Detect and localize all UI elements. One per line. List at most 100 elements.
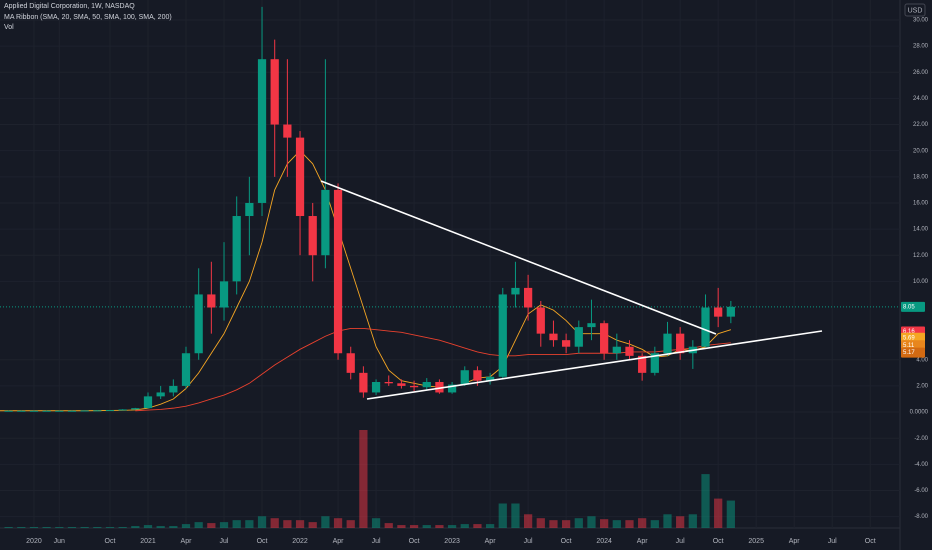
candle-body bbox=[726, 306, 735, 317]
x-tick-label: 2023 bbox=[444, 538, 460, 545]
volume-bar bbox=[587, 516, 596, 528]
candle-body bbox=[574, 327, 583, 347]
grid bbox=[0, 306, 900, 308]
trend-line[interactable] bbox=[320, 180, 717, 335]
price-tag-label: 5.11 bbox=[903, 343, 915, 349]
candle-body bbox=[562, 340, 571, 347]
candle-body bbox=[207, 294, 216, 308]
volume-bar bbox=[181, 524, 191, 528]
volume-bar bbox=[422, 525, 431, 528]
y-tick-label: 22.00 bbox=[913, 122, 929, 128]
volume-bar bbox=[29, 527, 39, 528]
x-tick-label: 2024 bbox=[596, 538, 612, 545]
currency-box[interactable] bbox=[904, 3, 926, 17]
volume-bar bbox=[638, 518, 647, 528]
volume-bar bbox=[562, 520, 571, 528]
candle-body bbox=[397, 383, 406, 386]
price-axis bbox=[900, 0, 932, 550]
volume-bar bbox=[194, 522, 203, 528]
trend-line[interactable] bbox=[366, 330, 823, 400]
volume-bar bbox=[663, 514, 672, 528]
candle-body bbox=[536, 307, 545, 334]
candle-body bbox=[257, 59, 267, 203]
candle-body bbox=[118, 409, 127, 411]
candle-body bbox=[270, 59, 279, 125]
candle-body bbox=[80, 410, 89, 412]
volume-bar bbox=[219, 522, 229, 528]
volume-bar bbox=[523, 514, 533, 528]
x-tick-label: Jul bbox=[676, 538, 685, 545]
candle-body bbox=[676, 333, 685, 354]
x-tick-label: Jul bbox=[524, 538, 533, 545]
candle-body bbox=[93, 410, 102, 412]
y-tick-label: 28.00 bbox=[913, 44, 929, 50]
price-tag-label: 5.69 bbox=[903, 335, 915, 341]
price-tag bbox=[901, 332, 925, 343]
volume-bar bbox=[726, 500, 735, 528]
volume-bar bbox=[536, 518, 545, 528]
candle-body bbox=[447, 384, 457, 393]
candle-body bbox=[523, 287, 533, 308]
volume-bar bbox=[257, 516, 267, 528]
volume-bar bbox=[435, 525, 444, 528]
symbol-title[interactable]: Applied Digital Corporation, 1W, NASDAQ bbox=[4, 3, 135, 10]
price-tag bbox=[901, 347, 925, 358]
x-tick-label: 2020 bbox=[26, 538, 42, 545]
candle-body bbox=[359, 372, 368, 393]
volume-bar bbox=[55, 527, 64, 528]
x-tick-label: Apr bbox=[637, 538, 649, 545]
axis-labels: 30.00 28.00 26.00 24.00 22.00 20.00 18.00 16.00… bbox=[26, 18, 928, 545]
candle-body bbox=[295, 137, 305, 217]
candle-body bbox=[612, 346, 621, 354]
volume-bar bbox=[384, 523, 393, 528]
x-tick-label: Jul bbox=[220, 538, 229, 545]
candle-body bbox=[283, 124, 292, 138]
volume-bar bbox=[308, 522, 317, 528]
volume-bar bbox=[397, 525, 406, 528]
candle-body bbox=[245, 202, 254, 217]
candle-body bbox=[321, 189, 330, 256]
x-tick-label: 2021 bbox=[140, 538, 156, 545]
volume-bar bbox=[67, 527, 77, 528]
indicator-label[interactable]: MA Ribbon (SMA, 20, SMA, 50, SMA, 100, S… bbox=[4, 14, 172, 21]
price-tag bbox=[901, 301, 925, 312]
volume-bar bbox=[447, 525, 457, 528]
candle-body bbox=[600, 323, 609, 354]
candle-body bbox=[384, 381, 393, 384]
y-tick-label: 14.00 bbox=[913, 227, 929, 233]
currency[interactable]: USD bbox=[908, 7, 923, 14]
y-tick-label: -6.00 bbox=[914, 488, 928, 494]
candle-body bbox=[55, 410, 64, 412]
candle-body bbox=[219, 281, 229, 308]
volume-bar bbox=[359, 430, 368, 528]
candle-body bbox=[29, 410, 39, 412]
volume-bar bbox=[485, 524, 495, 528]
y-tick-label: -8.00 bbox=[914, 514, 928, 520]
volume-bar bbox=[105, 527, 115, 528]
volume-bar bbox=[156, 526, 165, 528]
y-tick-label: 24.00 bbox=[913, 96, 929, 102]
volume-label[interactable]: Vol bbox=[4, 24, 14, 31]
y-tick-label: -2.00 bbox=[914, 436, 928, 442]
candle-body bbox=[473, 370, 482, 381]
volume-bar bbox=[511, 503, 520, 528]
volume-bar bbox=[270, 518, 279, 528]
x-tick-label: Apr bbox=[333, 538, 345, 545]
candle-body bbox=[701, 307, 710, 347]
volume-bar bbox=[80, 527, 89, 528]
volume-bar bbox=[143, 525, 153, 528]
volume-bar bbox=[600, 519, 609, 528]
candle-body bbox=[587, 323, 596, 328]
x-tick-label: Oct bbox=[257, 538, 268, 545]
volume-bar bbox=[346, 520, 355, 528]
y-tick-label: 20.00 bbox=[913, 148, 929, 154]
candle-body bbox=[371, 381, 381, 393]
volume-bar bbox=[42, 527, 51, 528]
candle-body bbox=[131, 408, 140, 410]
candle-body bbox=[143, 396, 153, 409]
volume-bar bbox=[17, 527, 26, 528]
price-tag-label: 5.17 bbox=[903, 350, 915, 356]
volume-bar bbox=[701, 474, 710, 528]
candle-body bbox=[4, 410, 13, 412]
